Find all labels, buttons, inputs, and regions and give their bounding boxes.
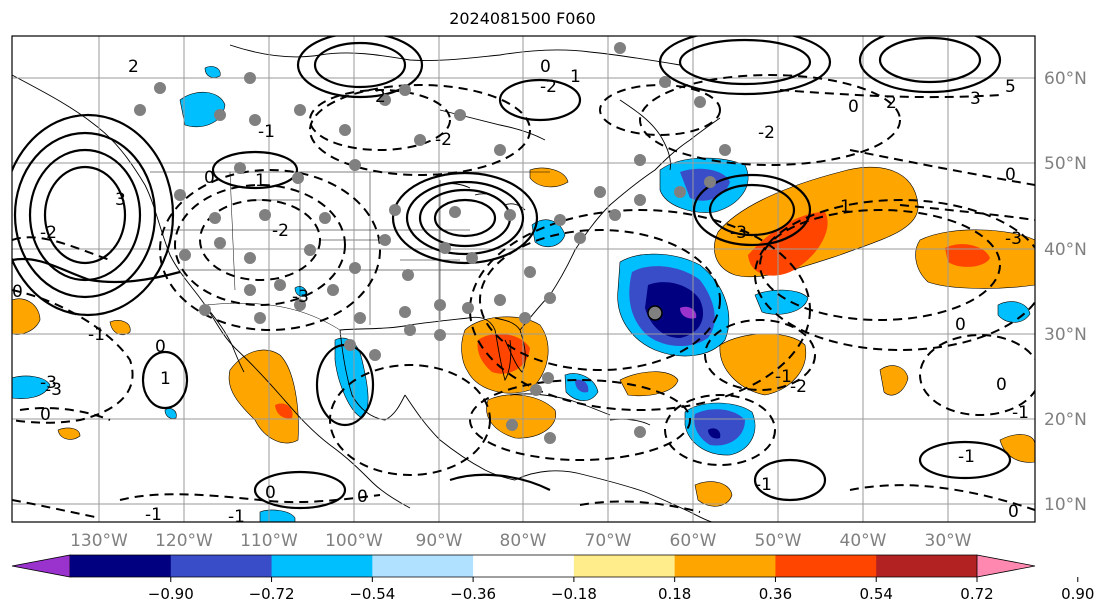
colorbar: −0.90 −0.72 −0.54 −0.36 −0.18 0.18 0.36 0.54 0.7… [11, 554, 1094, 603]
contour-label: 1 [255, 171, 266, 191]
contour-label: 0 [996, 375, 1007, 395]
colorbar-segment [775, 555, 877, 577]
contour-label: -3 [40, 373, 57, 393]
longitude-labels: 130°W 120°W 110°W 100°W 90°W 80°W 70°W 6… [70, 531, 972, 551]
colorbar-tick-label: 0.54 [860, 585, 893, 603]
colorbar-tick-label: 0.72 [960, 585, 993, 603]
contour-label: 2 [375, 87, 386, 107]
contour-label: 0 [204, 168, 215, 188]
contour-label: -2 [272, 221, 289, 241]
contour-labels: 2 2 1 0 -1 -2 3 -3 0 -1 -3 -3 1 0 0 -1 -… [12, 57, 1029, 527]
colorbar-tick-label: 0.18 [658, 585, 691, 603]
lon-label: 30°W [925, 531, 972, 551]
lon-label: 40°W [840, 531, 887, 551]
colorbar-tick-label: −0.54 [349, 585, 395, 603]
colorbar-segment [170, 555, 273, 577]
lon-label: 60°W [670, 531, 717, 551]
lon-label: 110°W [240, 531, 298, 551]
colorbar-segment [70, 555, 172, 577]
contour-label: 1 [570, 67, 581, 87]
contour-label: -3 [45, 380, 62, 400]
contour-label: 0 [357, 487, 368, 507]
contour-label: 0 [1008, 502, 1019, 522]
lat-label: 30°N [1044, 325, 1087, 345]
lon-label: 100°W [325, 531, 383, 551]
lat-label: 50°N [1044, 154, 1087, 174]
contour-label: -2 [540, 77, 557, 97]
lon-label: 90°W [416, 531, 463, 551]
colorbar-extend-low [11, 554, 71, 578]
contour-label: 0 [265, 483, 276, 503]
contour-label: -1 [1012, 403, 1029, 423]
contour-label: -1 [755, 475, 772, 495]
colorbar-tick-label: −0.90 [148, 585, 194, 603]
contour-label: -2 [790, 377, 807, 397]
observation-points [134, 42, 731, 444]
lat-label: 60°N [1044, 69, 1087, 89]
graticule [12, 36, 1035, 522]
colorbar-segment [573, 555, 676, 577]
contour-label: 0 [848, 97, 859, 117]
contour-label: 0 [1005, 165, 1016, 185]
contour-label: 0 [12, 282, 23, 302]
contour-label: -1 [88, 325, 105, 345]
lon-label: 80°W [500, 531, 547, 551]
lon-label: 120°W [155, 531, 213, 551]
contour-label: -3 [292, 287, 309, 307]
contour-label: -2 [40, 223, 57, 243]
colorbar-segment [271, 555, 373, 577]
colorbar-segment [674, 555, 776, 577]
contour-label: -2 [435, 130, 452, 150]
negative-contours [12, 74, 1035, 519]
contour-label: 0 [540, 57, 551, 77]
contour-label: 1 [840, 197, 851, 217]
contour-label: 2 [128, 57, 139, 77]
colorbar-segment [372, 555, 474, 577]
colorbar-tick-label: −0.36 [450, 585, 496, 603]
contour-label: 0 [955, 315, 966, 335]
lat-label: 20°N [1044, 410, 1087, 430]
contour-label: -1 [145, 505, 162, 525]
lon-label: 70°W [585, 531, 632, 551]
colorbar-segment [473, 555, 575, 577]
contour-label: -1 [228, 507, 245, 527]
colorbar-tick-label: 0.90 [1061, 585, 1094, 603]
contour-label: -2 [758, 123, 775, 143]
contour-label: 1 [160, 369, 171, 389]
map-title: 2024081500 F060 [449, 9, 596, 28]
contour-label: -3 [730, 223, 747, 243]
colorbar-segment [876, 555, 978, 577]
lon-label: 130°W [70, 531, 128, 551]
lat-label: 40°N [1044, 240, 1087, 260]
contour-label: 5 [1005, 77, 1016, 97]
contour-label: -3 [1005, 229, 1022, 249]
contour-label: 0 [155, 337, 166, 357]
latitude-labels: 60°N 50°N 40°N 30°N 20°N 10°N [1044, 69, 1087, 515]
contour-label: -1 [258, 122, 275, 142]
contour-label: 3 [115, 190, 126, 210]
colorbar-extend-high [976, 554, 1036, 578]
contour-label: 0 [40, 405, 51, 425]
contour-label: -1 [775, 367, 792, 387]
lat-label: 10°N [1044, 495, 1087, 515]
contour-label: 3 [970, 89, 981, 109]
contour-label: -1 [958, 447, 975, 467]
lon-label: 50°W [755, 531, 802, 551]
map-frame [11, 35, 1036, 523]
colorbar-tick-label: −0.72 [249, 585, 295, 603]
colorbar-frame [70, 554, 977, 578]
contour-label: 2 [886, 93, 897, 113]
colorbar-tick-label: −0.18 [551, 585, 597, 603]
colorbar-tick-label: 0.36 [759, 585, 792, 603]
